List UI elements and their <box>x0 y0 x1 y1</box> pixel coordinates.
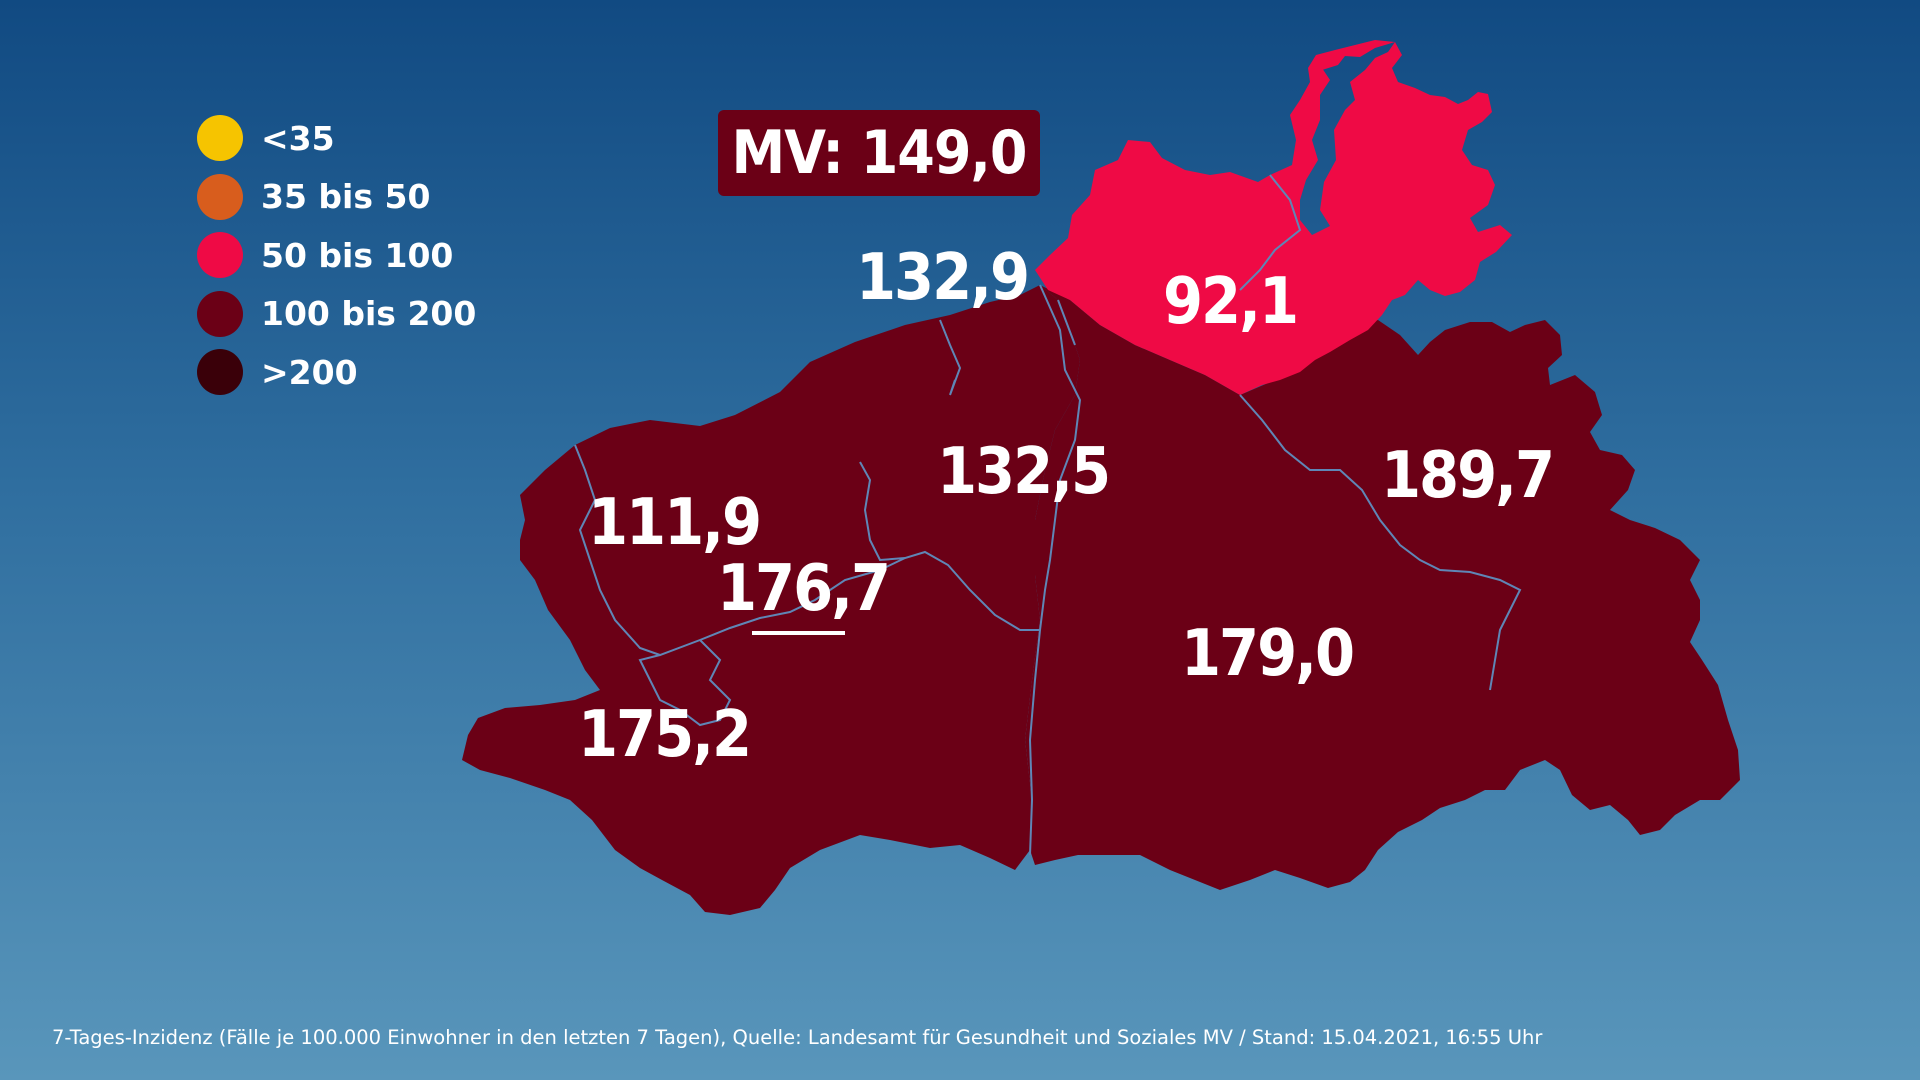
dark-region-group <box>462 285 1740 915</box>
district-value-nordwestmecklenburg-rostock-city: 132,9 <box>855 241 1030 315</box>
legend-item-lt35: <35 <box>197 109 476 168</box>
schwerin-underline <box>752 631 845 635</box>
legend-dot-darkred <box>197 290 243 337</box>
legend-dot-orange <box>197 173 243 220</box>
legend-dot-maroon <box>197 349 243 396</box>
district-value-vorpommern-greifswald: 189,7 <box>1380 439 1555 513</box>
legend-label: 35 bis 50 <box>261 177 431 217</box>
district-value-nordwestmecklenburg: 111,9 <box>587 486 762 560</box>
legend-label: 50 bis 100 <box>261 235 454 275</box>
state-incidence-badge: MV: 149,0 <box>718 110 1040 196</box>
region-pink-vorpommern-ruegen <box>1035 40 1512 395</box>
source-footnote: 7-Tages-Inzidenz (Fälle je 100.000 Einwo… <box>52 1026 1543 1049</box>
legend-dot-yellow <box>197 115 243 162</box>
legend-item-50-100: 50 bis 100 <box>197 226 476 285</box>
legend-item-100-200: 100 bis 200 <box>197 285 476 344</box>
district-value-rostock: 132,5 <box>936 435 1111 509</box>
district-value-vorpommern-ruegen: 92,1 <box>1162 265 1299 339</box>
district-borders <box>574 174 1522 856</box>
legend-label: <35 <box>261 118 335 158</box>
district-value-mecklenburgische-seenplatte: 179,0 <box>1180 617 1355 691</box>
legend-item-gt200: >200 <box>197 343 476 402</box>
legend-item-35-50: 35 bis 50 <box>197 168 476 227</box>
district-value-schwerin: 176,7 <box>716 552 891 626</box>
legend: <35 35 bis 50 50 bis 100 100 bis 200 >20… <box>197 109 476 402</box>
district-value-ludwigslust-parchim: 175,2 <box>577 698 752 772</box>
region-west <box>462 285 1080 915</box>
legend-dot-pink <box>197 232 243 279</box>
legend-label: >200 <box>261 352 358 392</box>
region-east <box>1025 285 1740 890</box>
legend-label: 100 bis 200 <box>261 294 477 334</box>
